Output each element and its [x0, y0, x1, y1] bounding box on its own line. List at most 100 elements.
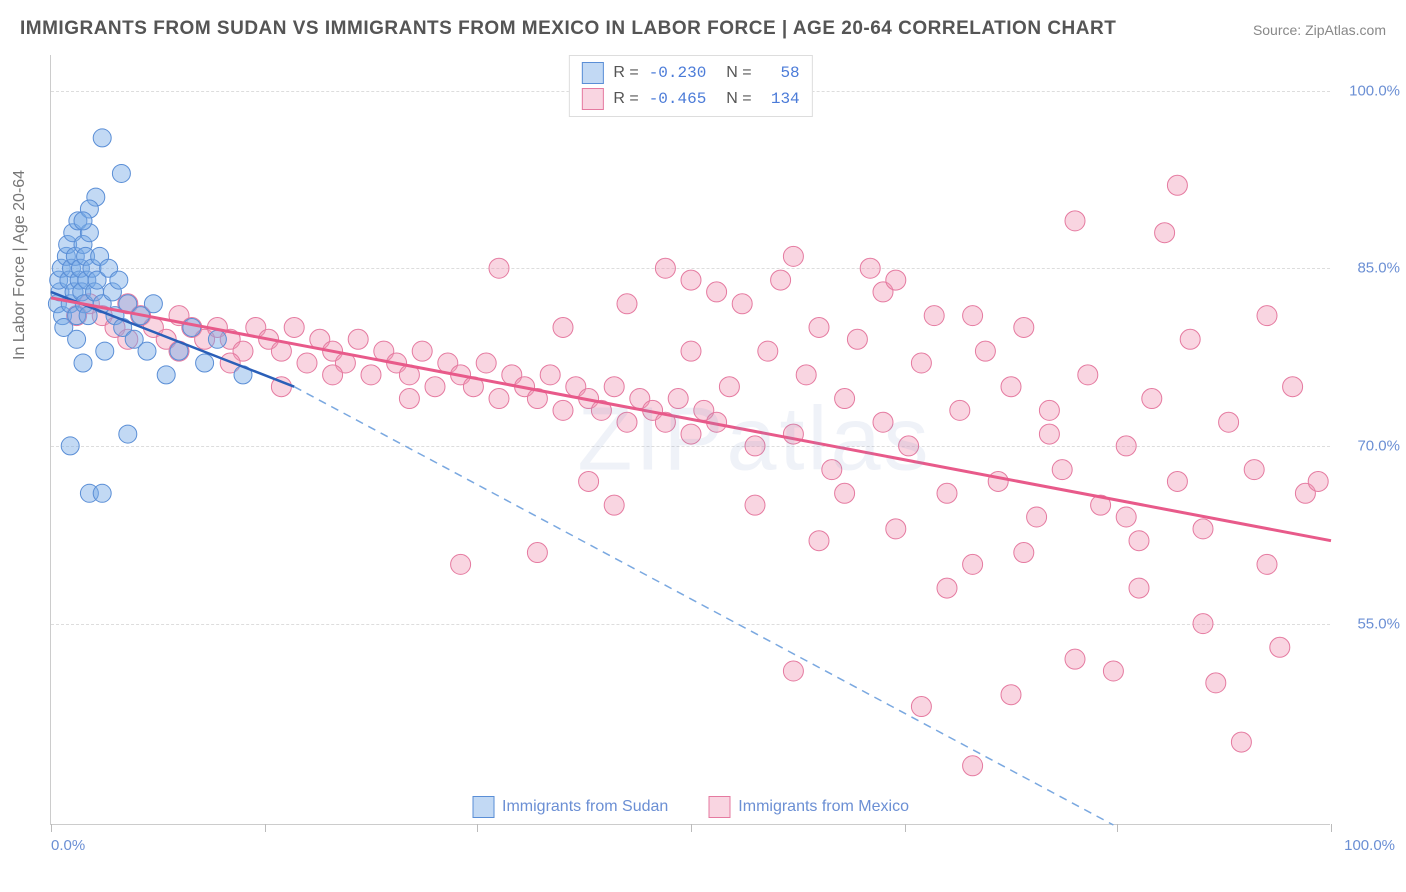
x-tick	[477, 824, 478, 832]
mexico-series-points	[67, 175, 1329, 775]
sudan-trend-line-dashed	[294, 387, 1113, 825]
data-point	[873, 412, 893, 432]
x-axis-min-label: 0.0%	[51, 837, 85, 854]
data-point	[1193, 614, 1213, 634]
legend-swatch	[581, 88, 603, 110]
y-tick-label: 85.0%	[1357, 260, 1400, 277]
data-point	[681, 341, 701, 361]
y-tick-label: 70.0%	[1357, 437, 1400, 454]
series-legend: Immigrants from Sudan Immigrants from Mex…	[472, 796, 909, 818]
data-point	[1142, 389, 1162, 409]
legend-series-item: Immigrants from Mexico	[708, 796, 909, 818]
data-point	[963, 756, 983, 776]
n-label: N =	[726, 90, 751, 108]
data-point	[809, 317, 829, 337]
data-point	[399, 389, 419, 409]
data-point	[96, 342, 114, 360]
data-point	[950, 400, 970, 420]
data-point	[1103, 661, 1123, 681]
data-point	[183, 318, 201, 336]
data-point	[1257, 306, 1277, 326]
data-point	[899, 436, 919, 456]
data-point	[1193, 519, 1213, 539]
data-point	[579, 471, 599, 491]
y-axis-title: In Labor Force | Age 20-64	[11, 170, 29, 360]
data-point	[138, 342, 156, 360]
data-point	[937, 578, 957, 598]
x-tick	[1331, 824, 1332, 832]
data-point	[1116, 436, 1136, 456]
data-point	[911, 697, 931, 717]
data-point	[412, 341, 432, 361]
data-point	[745, 436, 765, 456]
data-point	[1129, 531, 1149, 551]
data-point	[911, 353, 931, 373]
data-point	[1001, 685, 1021, 705]
data-point	[1283, 377, 1303, 397]
data-point	[1167, 175, 1187, 195]
x-tick	[265, 824, 266, 832]
legend-stat-row: R = -0.465 N = 134	[581, 86, 799, 112]
data-point	[74, 212, 92, 230]
scatter-svg	[51, 55, 1330, 824]
data-point	[489, 389, 509, 409]
data-point	[668, 389, 688, 409]
data-point	[655, 258, 675, 278]
data-point	[110, 271, 128, 289]
data-point	[1014, 317, 1034, 337]
x-tick	[905, 824, 906, 832]
data-point	[1116, 507, 1136, 527]
r-value: -0.230	[649, 64, 707, 82]
data-point	[783, 661, 803, 681]
data-point	[707, 282, 727, 302]
data-point	[1078, 365, 1098, 385]
legend-series-label: Immigrants from Mexico	[738, 798, 909, 816]
n-value: 134	[762, 90, 800, 108]
n-label: N =	[726, 64, 751, 82]
data-point	[1065, 649, 1085, 669]
data-point	[112, 164, 130, 182]
data-point	[1180, 329, 1200, 349]
data-point	[681, 424, 701, 444]
data-point	[540, 365, 560, 385]
data-point	[1052, 460, 1072, 480]
r-label: R =	[613, 64, 638, 82]
correlation-legend: R =-0.230N =58R =-0.465N =134	[568, 55, 812, 117]
x-axis-max-label: 100.0%	[1344, 837, 1395, 854]
data-point	[975, 341, 995, 361]
data-point	[297, 353, 317, 373]
y-tick-label: 55.0%	[1357, 615, 1400, 632]
r-label: R =	[613, 90, 638, 108]
mexico-trend-line	[51, 298, 1331, 541]
data-point	[732, 294, 752, 314]
data-point	[745, 495, 765, 515]
data-point	[1219, 412, 1239, 432]
data-point	[489, 258, 509, 278]
data-point	[783, 246, 803, 266]
legend-stat-row: R =-0.230N =58	[581, 60, 799, 86]
y-tick-label: 100.0%	[1349, 82, 1400, 99]
data-point	[822, 460, 842, 480]
data-point	[1001, 377, 1021, 397]
x-tick	[1117, 824, 1118, 832]
r-value: -0.465	[649, 90, 707, 108]
data-point	[1027, 507, 1047, 527]
data-point	[796, 365, 816, 385]
data-point	[617, 412, 637, 432]
data-point	[604, 377, 624, 397]
legend-swatch	[708, 796, 730, 818]
data-point	[361, 365, 381, 385]
data-point	[1039, 400, 1059, 420]
data-point	[68, 330, 86, 348]
data-point	[1206, 673, 1226, 693]
legend-series-item: Immigrants from Sudan	[472, 796, 668, 818]
legend-swatch	[581, 62, 603, 84]
data-point	[1039, 424, 1059, 444]
data-point	[348, 329, 368, 349]
chart-plot-area: ZIPatlas 55.0%70.0%85.0%100.0% 0.0% 100.…	[50, 55, 1330, 825]
data-point	[719, 377, 739, 397]
data-point	[1167, 471, 1187, 491]
data-point	[1244, 460, 1264, 480]
data-point	[93, 484, 111, 502]
data-point	[144, 295, 162, 313]
